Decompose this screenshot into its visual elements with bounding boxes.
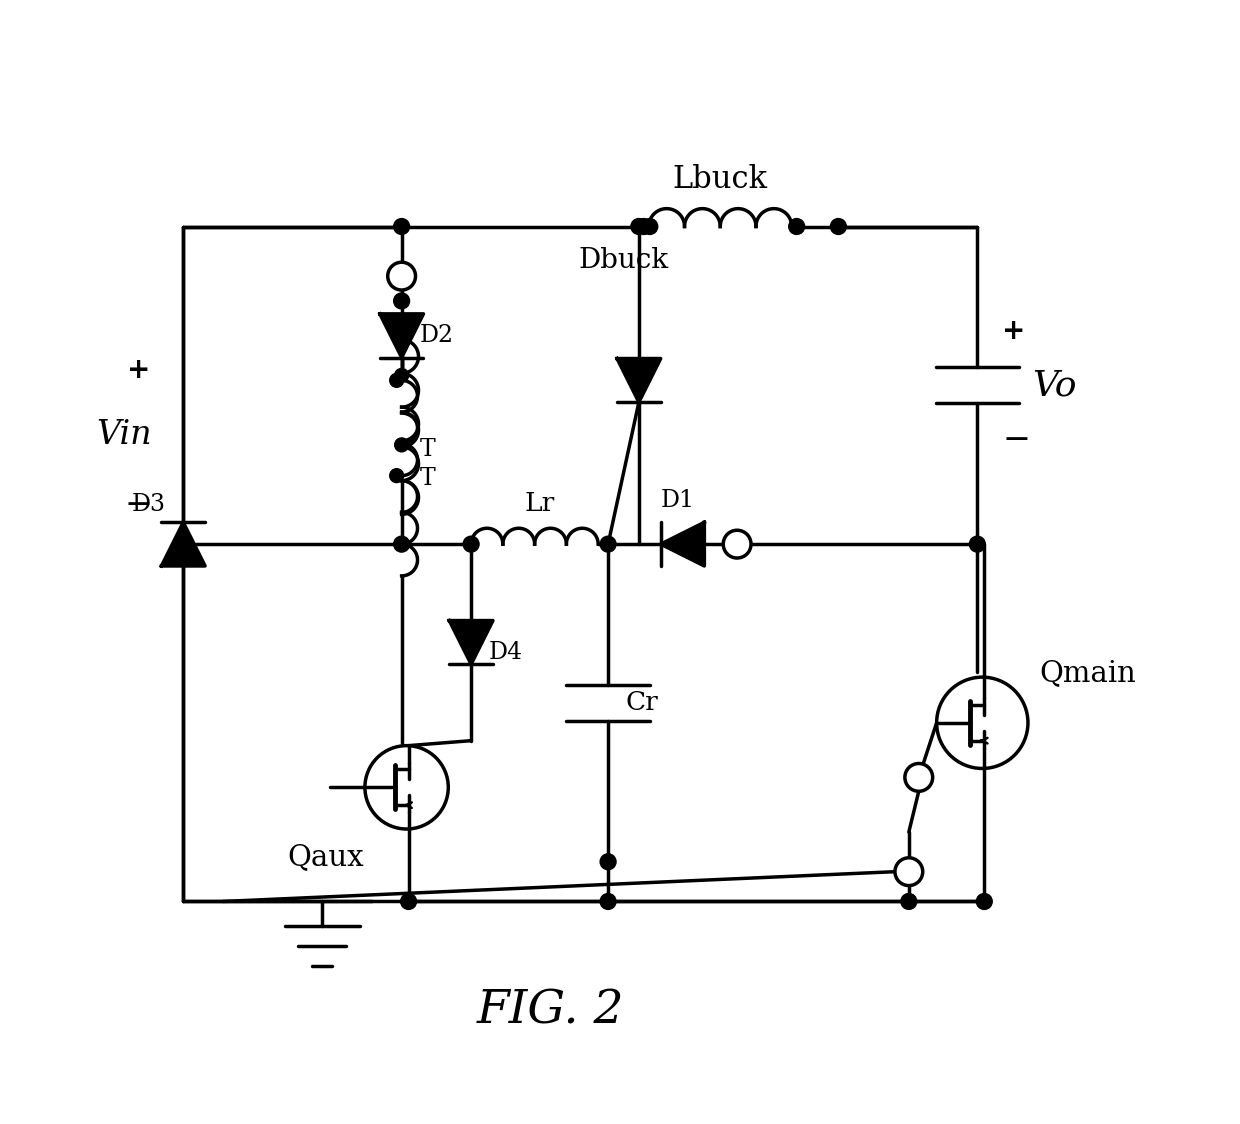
Circle shape (895, 858, 923, 886)
Circle shape (976, 894, 992, 909)
Text: Qmain: Qmain (1040, 659, 1137, 687)
Circle shape (642, 218, 657, 235)
Circle shape (901, 894, 916, 909)
Polygon shape (661, 523, 704, 566)
Circle shape (723, 531, 751, 558)
Text: T: T (419, 466, 435, 490)
Circle shape (600, 536, 616, 552)
Text: −: − (1002, 424, 1030, 456)
Text: Lbuck: Lbuck (673, 164, 768, 194)
Text: Dbuck: Dbuck (579, 246, 670, 273)
Text: Lr: Lr (525, 491, 554, 516)
Circle shape (394, 369, 408, 382)
Circle shape (394, 438, 408, 452)
Text: Vo: Vo (1032, 369, 1076, 402)
Circle shape (600, 894, 616, 909)
Text: Cr: Cr (626, 690, 658, 716)
Circle shape (401, 894, 417, 909)
Polygon shape (449, 620, 494, 664)
Text: +: + (1002, 317, 1025, 345)
Circle shape (388, 262, 415, 290)
Circle shape (393, 293, 409, 309)
Circle shape (393, 536, 409, 552)
Circle shape (464, 536, 479, 552)
Circle shape (789, 218, 805, 235)
Circle shape (631, 218, 647, 235)
Circle shape (636, 218, 652, 235)
Text: −: − (124, 488, 153, 520)
Text: D1: D1 (661, 489, 694, 513)
Circle shape (389, 469, 403, 482)
Text: FIG. 2: FIG. 2 (476, 988, 624, 1033)
Circle shape (600, 854, 616, 870)
Text: D4: D4 (489, 641, 523, 664)
Circle shape (970, 536, 986, 552)
Text: T: T (419, 438, 435, 461)
Circle shape (389, 373, 403, 388)
Text: Qaux: Qaux (286, 843, 363, 871)
Text: D3: D3 (131, 493, 165, 516)
Circle shape (831, 218, 847, 235)
Text: +: + (126, 356, 150, 384)
Circle shape (905, 763, 932, 791)
Polygon shape (161, 523, 205, 566)
Polygon shape (618, 359, 661, 402)
Text: D2: D2 (419, 324, 454, 347)
Circle shape (393, 218, 409, 235)
Polygon shape (379, 314, 424, 357)
Text: Vin: Vin (95, 419, 151, 451)
